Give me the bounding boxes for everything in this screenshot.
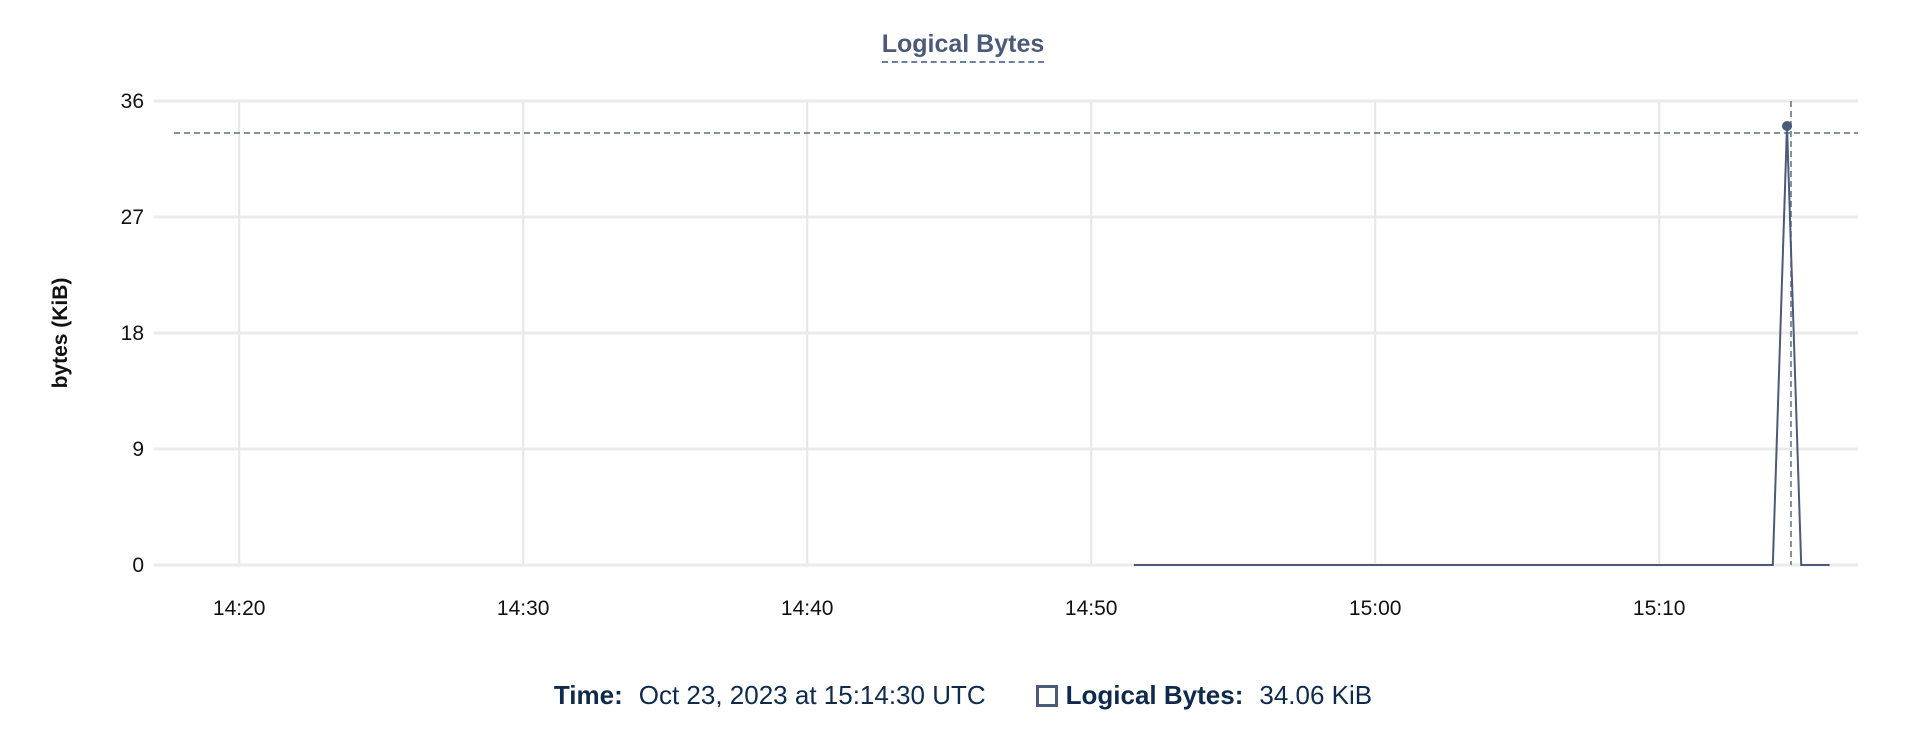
x-tick-label: 14:50 xyxy=(1065,597,1118,620)
series-line xyxy=(1133,125,1830,566)
x-tick-label: 15:10 xyxy=(1633,597,1686,620)
time-label: Time: xyxy=(553,680,623,710)
y-tick-label: 9 xyxy=(132,438,144,461)
chart-title-text: Logical Bytes xyxy=(881,30,1045,63)
x-tick-label: 14:20 xyxy=(213,597,266,620)
x-tick-label: 14:40 xyxy=(781,597,834,620)
time-value: Oct 23, 2023 at 15:14:30 UTC xyxy=(638,680,986,710)
series-swatch-icon[interactable] xyxy=(1035,684,1058,707)
x-tick-label: 14:30 xyxy=(497,597,550,620)
y-tick-label: 18 xyxy=(121,322,144,345)
y-tick-label: 27 xyxy=(121,206,144,229)
series-value: 34.06 KiB xyxy=(1259,680,1373,710)
series-label: Logical Bytes: xyxy=(1065,680,1244,710)
y-tick-label: 0 xyxy=(132,554,144,577)
hover-point xyxy=(1782,121,1792,132)
chart-title: Logical Bytes xyxy=(0,30,1926,63)
x-tick-label: 15:00 xyxy=(1349,597,1402,620)
y-tick-label: 36 xyxy=(121,90,144,113)
hover-legend: Time: Oct 23, 2023 at 15:14:30 UTC Logic… xyxy=(0,680,1926,711)
